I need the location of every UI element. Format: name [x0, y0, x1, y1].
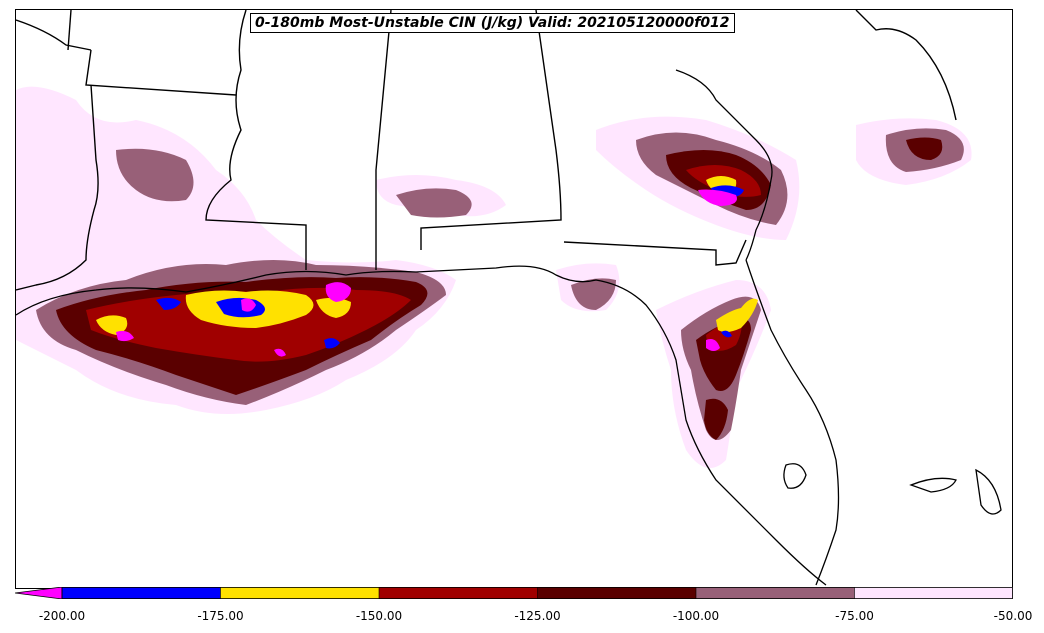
cin-map: [16, 10, 1002, 586]
coastline: [16, 69, 1002, 586]
colorbar-tick-label: -150.00: [355, 609, 403, 623]
colorbar-extend-min: [15, 587, 63, 599]
colorbar: [15, 587, 1013, 599]
colorbar-tick-label: -175.00: [197, 609, 244, 623]
colorbar-bin: [220, 587, 379, 599]
colorbar-bin: [537, 587, 696, 599]
colorbar-bin: [62, 587, 221, 599]
colorbar-bin: [379, 587, 538, 599]
colorbar-tick-label: -125.00: [514, 609, 561, 623]
colorbar-bin: [696, 587, 855, 599]
colorbar-tick-label: -50.00: [993, 609, 1033, 623]
map-panel: [15, 9, 1013, 589]
colorbar-tick-label: -100.00: [672, 609, 720, 623]
state-borders: [16, 10, 957, 291]
map-title: 0-180mb Most-Unstable CIN (J/kg) Valid: …: [250, 13, 735, 33]
colorbar-bin: [854, 587, 1013, 599]
colorbar-tick-label: -75.00: [835, 609, 874, 623]
colorbar-tick-label: -200.00: [38, 609, 86, 623]
cin-contour-magenta: [116, 189, 737, 357]
